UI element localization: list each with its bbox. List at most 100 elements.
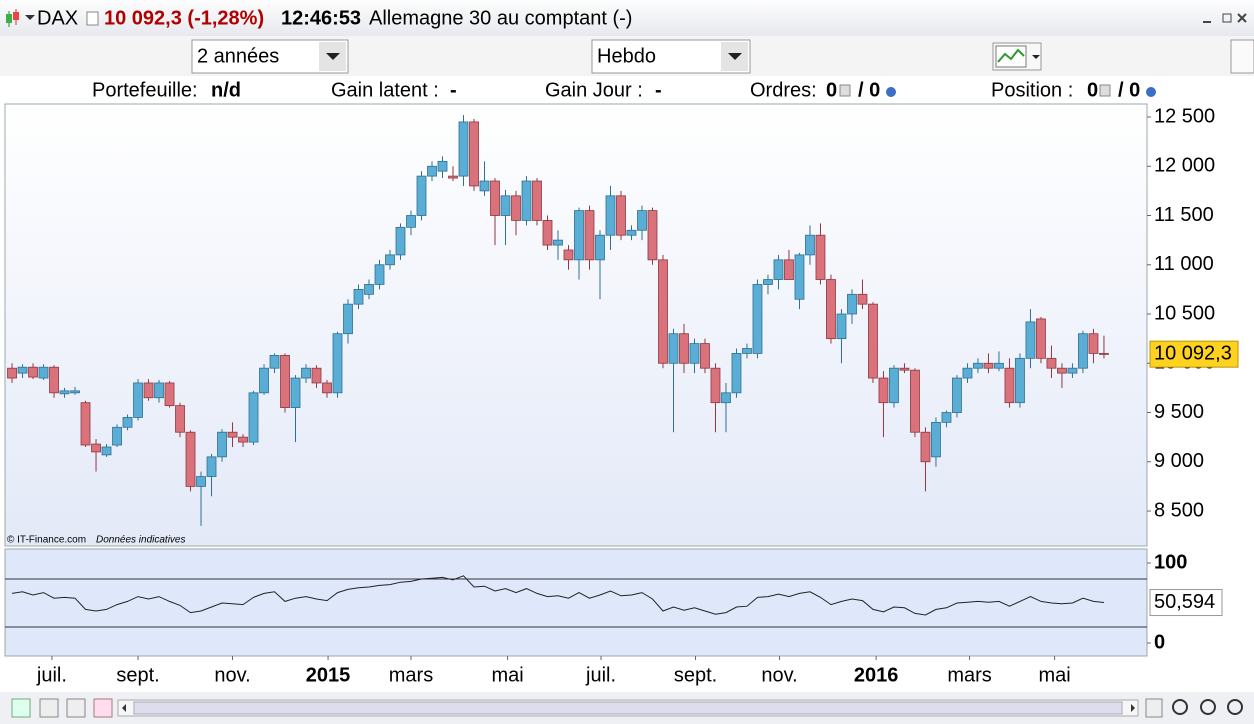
candle-body — [133, 382, 143, 418]
interval-dropdown[interactable] — [591, 39, 751, 74]
bottom-tools[interactable] — [11, 698, 113, 718]
symbol: DAX — [37, 7, 78, 29]
candle-body — [248, 392, 259, 443]
candle-body — [322, 382, 332, 394]
interval-value: Hebdo — [597, 45, 656, 67]
candle-body — [7, 367, 17, 379]
orders-label: Ordres: — [750, 79, 817, 101]
account-bar — [0, 76, 1254, 104]
zoom-tools[interactable] — [1145, 698, 1243, 718]
side-button[interactable] — [1230, 39, 1254, 74]
candle-body — [175, 405, 185, 433]
candle-body — [1046, 357, 1057, 369]
menu-arrow[interactable] — [25, 15, 35, 20]
candle-body — [542, 220, 553, 246]
candle-body — [794, 254, 805, 300]
candle-body — [878, 377, 889, 404]
candle-body — [553, 239, 563, 246]
candle-body — [332, 333, 343, 394]
position-icon[interactable] — [1099, 84, 1111, 97]
day-value: - — [655, 79, 662, 101]
rsi-line — [11, 575, 1105, 616]
candle-body — [280, 354, 290, 408]
y-tick-label: 11 000 — [1154, 253, 1214, 275]
candle-body — [49, 366, 59, 394]
y-tick-label: 8 500 — [1154, 499, 1204, 521]
candle-body — [28, 366, 38, 378]
position-gear[interactable] — [1146, 87, 1156, 97]
candle-body — [353, 288, 364, 305]
candle-body — [416, 175, 427, 216]
candle-body — [773, 259, 784, 280]
candle-body — [605, 195, 616, 236]
candle-body — [532, 180, 542, 221]
scrollbar[interactable] — [117, 699, 1139, 717]
candle-body — [742, 348, 752, 354]
candle-body — [574, 210, 584, 261]
candle-body — [868, 303, 878, 379]
candle-body — [752, 284, 763, 354]
period-dropdown[interactable] — [191, 39, 349, 74]
candle-body — [227, 431, 238, 438]
candle-body — [437, 160, 448, 172]
candle-body — [59, 390, 70, 395]
candle-body — [427, 165, 437, 177]
app-icon — [6, 9, 19, 27]
candle-body — [101, 446, 112, 456]
candle-body — [364, 284, 374, 295]
indicator-button[interactable] — [992, 42, 1042, 71]
candle-body — [70, 390, 80, 394]
candle-body — [857, 293, 868, 305]
time: 12:46:53 — [281, 7, 361, 29]
candle-body — [616, 195, 626, 236]
rsi-panel — [4, 548, 1148, 657]
candle-body — [154, 382, 164, 399]
orders-value: 0 — [826, 79, 837, 101]
candle-body — [679, 333, 689, 364]
candle-body — [385, 254, 395, 266]
window-buttons[interactable] — [1203, 13, 1247, 23]
portfolio-label: Portefeuille: — [92, 79, 198, 101]
candle-body — [689, 343, 700, 364]
orders-gear[interactable] — [886, 87, 896, 97]
info-icon[interactable] — [86, 11, 99, 26]
y-tick-label: 12 000 — [1154, 155, 1215, 177]
candle-body — [826, 279, 836, 340]
candle-body — [196, 476, 206, 487]
candle-body — [395, 226, 406, 256]
y-tick-label: 100 — [1154, 551, 1187, 573]
candle-body — [479, 180, 490, 192]
candle-body — [17, 366, 28, 374]
candle-body — [143, 382, 154, 399]
candle-body — [710, 367, 721, 404]
x-tick-label: mars — [389, 664, 433, 686]
candle-body — [1067, 367, 1078, 374]
candle-body — [805, 234, 815, 256]
candle-body — [469, 121, 479, 187]
title-bar — [0, 0, 1254, 36]
candle-body — [941, 412, 952, 423]
candle-body — [1015, 357, 1025, 404]
y-tick-label: 0 — [1154, 631, 1165, 653]
instrument-name: Allemagne 30 au comptant (-) — [369, 7, 632, 29]
position-label: Position : — [991, 79, 1073, 101]
candle-body — [763, 279, 773, 285]
candle-body — [1078, 333, 1088, 369]
candle-body — [301, 367, 311, 379]
orders-icon[interactable] — [839, 84, 851, 97]
candle-body — [847, 293, 857, 315]
candle-body — [1057, 367, 1067, 374]
candle-body — [521, 180, 532, 221]
period-value: 2 années — [197, 45, 279, 67]
y-tick-label: 9 500 — [1154, 401, 1204, 423]
latent-label: Gain latent : — [331, 79, 439, 101]
candle-body — [269, 354, 280, 369]
candle-body — [931, 421, 941, 458]
price-panel — [4, 103, 1148, 547]
x-tick-label: sept. — [116, 664, 159, 686]
candle-body — [290, 377, 301, 408]
latent-value: - — [450, 79, 457, 101]
candle-body — [994, 362, 1004, 369]
position-total: / 0 — [1118, 79, 1140, 101]
